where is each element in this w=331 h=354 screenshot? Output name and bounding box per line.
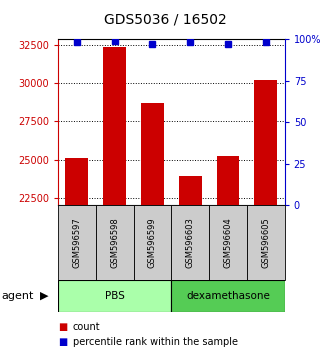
Bar: [179, 176, 202, 205]
Text: percentile rank within the sample: percentile rank within the sample: [73, 337, 238, 347]
Text: ■: ■: [58, 322, 67, 332]
Text: GSM596605: GSM596605: [261, 217, 270, 268]
Text: GDS5036 / 16502: GDS5036 / 16502: [104, 12, 227, 27]
Bar: [209, 205, 247, 280]
Text: count: count: [73, 322, 100, 332]
Text: GSM596603: GSM596603: [186, 217, 195, 268]
Text: GSM596597: GSM596597: [72, 217, 81, 268]
Bar: [141, 103, 164, 205]
Bar: [171, 280, 285, 312]
Bar: [58, 280, 171, 312]
Text: GSM596598: GSM596598: [110, 217, 119, 268]
Text: agent: agent: [2, 291, 34, 301]
Bar: [103, 47, 126, 205]
Bar: [247, 205, 285, 280]
Bar: [255, 80, 277, 205]
Text: PBS: PBS: [105, 291, 124, 301]
Bar: [216, 156, 239, 205]
Text: dexamethasone: dexamethasone: [186, 291, 270, 301]
Bar: [171, 205, 209, 280]
Bar: [96, 205, 133, 280]
Bar: [58, 205, 96, 280]
Text: ▶: ▶: [40, 291, 48, 301]
Bar: [66, 158, 88, 205]
Bar: [133, 205, 171, 280]
Text: ■: ■: [58, 337, 67, 347]
Text: GSM596599: GSM596599: [148, 217, 157, 268]
Text: GSM596604: GSM596604: [223, 217, 232, 268]
